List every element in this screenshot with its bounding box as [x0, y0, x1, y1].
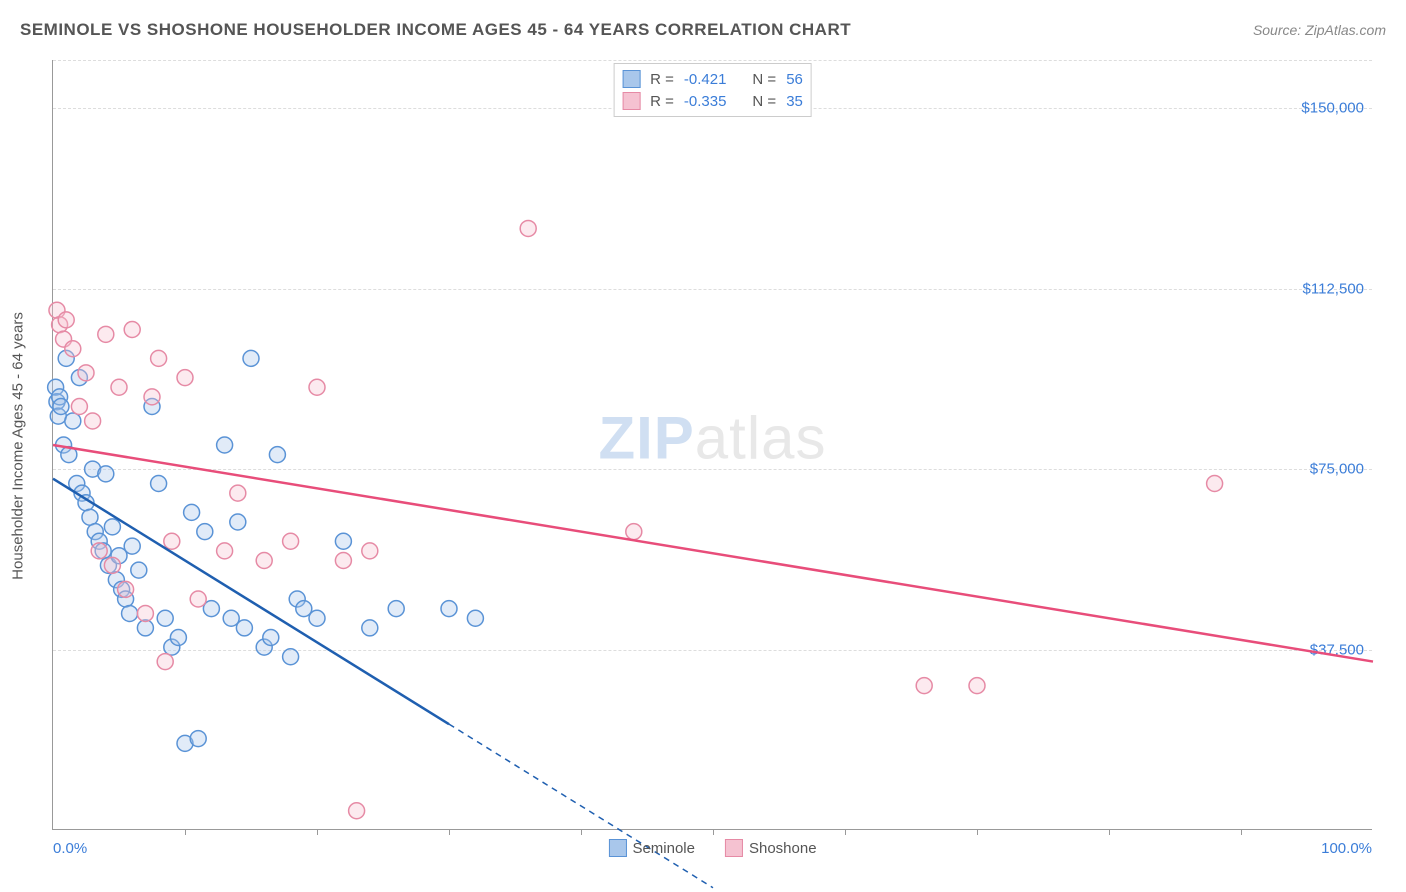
- r-label: R =: [650, 93, 674, 110]
- regression-line: [53, 479, 449, 724]
- data-point: [362, 543, 378, 559]
- legend-item-seminole: Seminole: [608, 839, 695, 857]
- data-point: [309, 610, 325, 626]
- data-point: [309, 379, 325, 395]
- data-point: [269, 447, 285, 463]
- y-axis-label: Householder Income Ages 45 - 64 years: [10, 312, 27, 580]
- data-point: [184, 504, 200, 520]
- data-point: [190, 591, 206, 607]
- data-point: [118, 581, 134, 597]
- data-point: [243, 350, 259, 366]
- data-point: [263, 630, 279, 646]
- data-point: [124, 322, 140, 338]
- data-point: [236, 620, 252, 636]
- x-tick: [581, 829, 582, 835]
- legend-row-seminole: R = -0.421 N = 56: [622, 68, 803, 90]
- data-point: [335, 533, 351, 549]
- data-point: [122, 605, 138, 621]
- plot-area: ZIPatlas $37,500$75,000$112,500$150,000 …: [52, 60, 1372, 830]
- data-point: [91, 543, 107, 559]
- legend-item-shoshone: Shoshone: [725, 839, 817, 857]
- data-point: [388, 601, 404, 617]
- data-point: [177, 370, 193, 386]
- data-point: [111, 379, 127, 395]
- data-point: [151, 350, 167, 366]
- data-point: [78, 365, 94, 381]
- data-point: [1207, 476, 1223, 492]
- legend-label-shoshone: Shoshone: [749, 840, 817, 857]
- data-point: [124, 538, 140, 554]
- series-legend: Seminole Shoshone: [608, 839, 816, 857]
- data-point: [230, 514, 246, 530]
- n-value-seminole: 56: [786, 71, 803, 88]
- x-max-label: 100.0%: [1321, 840, 1372, 857]
- data-point: [283, 649, 299, 665]
- data-point: [104, 557, 120, 573]
- r-value-seminole: -0.421: [684, 71, 727, 88]
- data-point: [144, 389, 160, 405]
- chart-container: SEMINOLE VS SHOSHONE HOUSEHOLDER INCOME …: [0, 0, 1406, 892]
- x-tick: [317, 829, 318, 835]
- chart-header: SEMINOLE VS SHOSHONE HOUSEHOLDER INCOME …: [20, 20, 1386, 40]
- data-point: [441, 601, 457, 617]
- data-point: [137, 620, 153, 636]
- n-label: N =: [752, 93, 776, 110]
- data-point: [256, 553, 272, 569]
- data-point: [131, 562, 147, 578]
- data-point: [65, 413, 81, 429]
- x-tick: [185, 829, 186, 835]
- r-label: R =: [650, 71, 674, 88]
- data-point: [164, 533, 180, 549]
- data-point: [137, 605, 153, 621]
- data-point: [197, 524, 213, 540]
- x-tick: [1241, 829, 1242, 835]
- data-layer: [53, 60, 1372, 829]
- data-point: [85, 413, 101, 429]
- x-tick: [713, 829, 714, 835]
- data-point: [349, 803, 365, 819]
- data-point: [335, 553, 351, 569]
- n-value-shoshone: 35: [786, 93, 803, 110]
- data-point: [157, 654, 173, 670]
- swatch-shoshone-icon: [725, 839, 743, 857]
- swatch-seminole-icon: [608, 839, 626, 857]
- data-point: [916, 678, 932, 694]
- swatch-seminole: [622, 70, 640, 88]
- data-point: [217, 437, 233, 453]
- x-tick: [845, 829, 846, 835]
- data-point: [190, 731, 206, 747]
- x-tick: [977, 829, 978, 835]
- data-point: [520, 220, 536, 236]
- data-point: [71, 399, 87, 415]
- chart-source: Source: ZipAtlas.com: [1253, 22, 1386, 38]
- data-point: [65, 341, 81, 357]
- x-tick: [1109, 829, 1110, 835]
- x-tick: [449, 829, 450, 835]
- x-min-label: 0.0%: [53, 840, 87, 857]
- data-point: [82, 509, 98, 525]
- data-point: [53, 399, 69, 415]
- chart-title: SEMINOLE VS SHOSHONE HOUSEHOLDER INCOME …: [20, 20, 851, 40]
- legend-row-shoshone: R = -0.335 N = 35: [622, 90, 803, 112]
- data-point: [969, 678, 985, 694]
- data-point: [467, 610, 483, 626]
- data-point: [98, 466, 114, 482]
- n-label: N =: [752, 71, 776, 88]
- correlation-legend: R = -0.421 N = 56 R = -0.335 N = 35: [613, 63, 812, 117]
- r-value-shoshone: -0.335: [684, 93, 727, 110]
- data-point: [362, 620, 378, 636]
- data-point: [217, 543, 233, 559]
- legend-label-seminole: Seminole: [632, 840, 695, 857]
- data-point: [157, 610, 173, 626]
- data-point: [58, 312, 74, 328]
- data-point: [98, 326, 114, 342]
- data-point: [230, 485, 246, 501]
- data-point: [283, 533, 299, 549]
- data-point: [151, 476, 167, 492]
- data-point: [626, 524, 642, 540]
- swatch-shoshone: [622, 92, 640, 110]
- regression-line-extrapolated: [449, 724, 713, 888]
- data-point: [170, 630, 186, 646]
- data-point: [104, 519, 120, 535]
